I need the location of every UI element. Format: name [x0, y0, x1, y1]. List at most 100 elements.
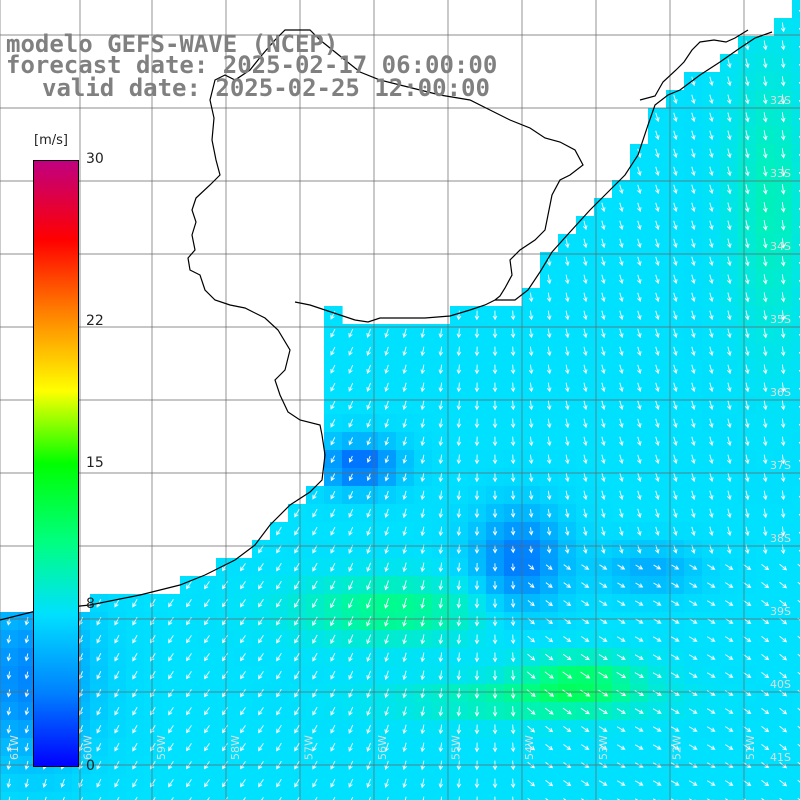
- wind-arrow: [619, 454, 624, 465]
- wind-arrow: [619, 526, 624, 537]
- wind-arrow: [707, 600, 716, 606]
- wind-speed-cell: [792, 324, 800, 343]
- wind-arrow: [546, 545, 552, 554]
- wind-arrow: [691, 256, 696, 267]
- latitude-label: 33S: [770, 167, 791, 180]
- wind-arrow: [583, 220, 588, 231]
- wind-arrow: [492, 670, 498, 681]
- wind-arrow: [761, 690, 770, 697]
- wind-arrow: [637, 292, 642, 303]
- wind-arrow: [420, 688, 425, 699]
- wind-arrow: [780, 202, 786, 213]
- wind-arrow: [707, 798, 714, 800]
- wind-arrow: [402, 382, 407, 393]
- wind-arrow: [474, 742, 480, 753]
- wind-arrow: [204, 743, 210, 752]
- wind-arrow: [384, 473, 390, 482]
- wind-arrow: [563, 582, 572, 588]
- wind-arrow: [745, 292, 750, 303]
- wind-arrow: [204, 617, 210, 626]
- wind-speed-cell: [108, 792, 127, 800]
- wind-arrow: [743, 582, 752, 589]
- wind-arrow: [330, 473, 336, 482]
- wind-arrow: [763, 184, 768, 195]
- wind-arrow: [727, 256, 732, 267]
- wind-arrow: [744, 508, 750, 519]
- wind-arrow: [761, 564, 770, 571]
- wind-arrow: [691, 490, 696, 501]
- wind-arrow: [546, 328, 552, 339]
- wind-arrow: [744, 418, 750, 429]
- wind-arrow: [670, 744, 680, 750]
- wind-arrow: [670, 726, 680, 732]
- wind-arrow: [132, 616, 138, 626]
- wind-arrow: [258, 779, 264, 788]
- wind-arrow: [599, 618, 608, 624]
- wind-arrow: [655, 328, 660, 339]
- wind-arrow: [474, 346, 480, 357]
- wind-arrow: [745, 148, 750, 159]
- wind-arrow: [132, 725, 138, 734]
- wind-arrow: [240, 779, 246, 788]
- wind-arrow: [691, 220, 696, 231]
- wind-arrow: [330, 598, 336, 609]
- wind-arrow: [528, 328, 534, 339]
- wind-arrow: [348, 364, 354, 374]
- wind-arrow: [294, 509, 300, 518]
- wind-arrow: [691, 382, 696, 393]
- wind-arrow: [204, 671, 210, 680]
- wind-arrow: [581, 636, 590, 642]
- wind-arrow: [366, 580, 372, 591]
- wind-arrow: [616, 726, 626, 732]
- wind-arrow: [330, 562, 336, 572]
- wind-speed-cell: [396, 792, 415, 800]
- wind-arrow: [655, 508, 660, 519]
- wind-arrow: [727, 526, 732, 537]
- wind-arrow: [745, 256, 750, 267]
- wind-arrow: [727, 184, 732, 195]
- wind-arrow: [743, 672, 752, 679]
- wind-arrow: [564, 400, 570, 411]
- wind-arrow: [546, 274, 552, 285]
- wind-arrow: [276, 779, 282, 788]
- wind-speed-cell: [270, 792, 289, 800]
- wind-arrow: [562, 707, 572, 715]
- wind-speed-cell: [792, 702, 800, 721]
- wind-arrow: [673, 490, 678, 501]
- wind-arrow: [655, 256, 660, 267]
- wind-arrow: [762, 418, 768, 429]
- wind-arrow: [617, 564, 626, 570]
- wind-arrow: [348, 616, 354, 627]
- wind-arrow: [294, 652, 300, 662]
- wind-arrow: [438, 616, 444, 627]
- longitude-label: 57W: [302, 735, 315, 760]
- wind-speed-cell: [234, 792, 253, 800]
- wind-arrow: [6, 707, 12, 716]
- wind-arrow: [258, 563, 264, 572]
- wind-arrow: [366, 382, 371, 392]
- wind-arrow: [528, 400, 534, 411]
- wind-arrow: [707, 654, 716, 660]
- wind-arrow: [420, 742, 426, 753]
- wind-arrow: [691, 94, 696, 105]
- wind-arrow: [797, 689, 800, 693]
- wind-arrow: [745, 58, 750, 69]
- wind-arrow: [564, 436, 570, 447]
- wind-arrow: [689, 600, 698, 606]
- wind-arrow: [420, 346, 426, 357]
- wind-arrow: [797, 635, 800, 639]
- wind-arrow: [526, 671, 536, 679]
- wind-speed-cell: [414, 792, 433, 800]
- wind-arrow: [619, 256, 624, 267]
- wind-arrow: [114, 778, 120, 788]
- wind-arrow: [780, 508, 786, 519]
- wind-arrow: [438, 400, 444, 411]
- wind-arrow: [132, 778, 138, 788]
- wind-arrow: [709, 508, 714, 519]
- wind-arrow: [456, 688, 462, 699]
- wind-arrow: [581, 726, 590, 732]
- wind-arrow: [655, 454, 660, 465]
- wind-speed-cell: [792, 522, 800, 541]
- wind-speed-cell: [162, 792, 181, 800]
- wind-arrow: [762, 508, 768, 519]
